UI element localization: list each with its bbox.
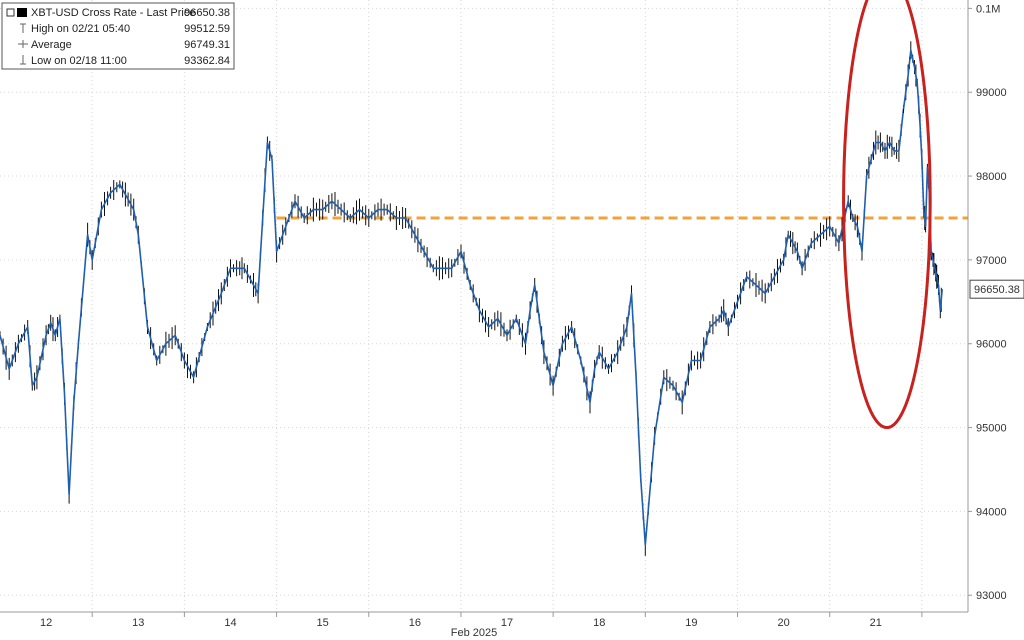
legend-row-value: 96749.31	[184, 39, 230, 51]
legend-row-value: 99512.59	[184, 23, 230, 35]
x-axis-ticks: 12 13 14 15 16 17 18 19 20 21	[40, 612, 923, 629]
x-tick-label: 21	[870, 617, 882, 629]
y-tick-label: 0.1M	[976, 3, 1000, 15]
legend-row-label: Average	[31, 39, 72, 51]
y-tick-label: 94000	[976, 506, 1007, 518]
x-tick-label: 17	[501, 617, 513, 629]
horizontal-gridlines	[0, 7, 968, 596]
legend-row-value: 96650.38	[184, 7, 230, 19]
x-tick-label: 15	[317, 617, 329, 629]
plot-background	[0, 0, 968, 612]
x-tick-label: 18	[593, 617, 605, 629]
legend-row-value: 93362.84	[184, 55, 230, 67]
y-tick-label: 98000	[976, 171, 1007, 183]
legend-row-label: High on 02/21 05:40	[31, 23, 130, 35]
last-price-badge-box	[969, 279, 1024, 299]
price-series-line-tail	[902, 49, 943, 311]
highlight-layer	[842, 0, 932, 429]
y-tick-label: 97000	[976, 255, 1007, 267]
average-marker-icon	[18, 40, 28, 48]
legend-series-swatch-icon	[17, 8, 27, 17]
legend-box	[1, 2, 235, 70]
last-price-badge-text: 96650.38	[974, 284, 1020, 296]
price-series-line	[0, 108, 905, 546]
y-tick-label: 96000	[976, 339, 1007, 351]
high-marker-icon	[20, 23, 26, 33]
legend-collapse-icon[interactable]	[6, 8, 15, 17]
y-tick-label: 93000	[976, 590, 1007, 602]
x-tick-label: 20	[777, 617, 789, 629]
price-series-layer	[0, 41, 943, 556]
y-axis-ticks: 0.1M 99000 98000 97000 96000 95000 94000 93000	[968, 3, 1007, 602]
highlight-ellipse	[842, 0, 932, 429]
low-marker-icon	[20, 55, 26, 65]
legend: XBT-USD Cross Rate - Last Price 96650.38…	[1, 2, 235, 70]
x-axis-caption: Feb 2025	[451, 627, 497, 639]
x-tick-label: 16	[409, 617, 421, 629]
x-tick-label: 13	[132, 617, 144, 629]
last-price-badge: 96650.38	[969, 279, 1024, 299]
x-tick-label: 19	[685, 617, 697, 629]
y-tick-label: 95000	[976, 423, 1007, 435]
y-tick-label: 99000	[976, 87, 1007, 99]
x-tick-label: 14	[224, 617, 236, 629]
legend-row-label: XBT-USD Cross Rate - Last Price	[31, 7, 195, 19]
x-tick-label: 12	[40, 617, 52, 629]
legend-row-label: Low on 02/18 11:00	[31, 55, 127, 67]
